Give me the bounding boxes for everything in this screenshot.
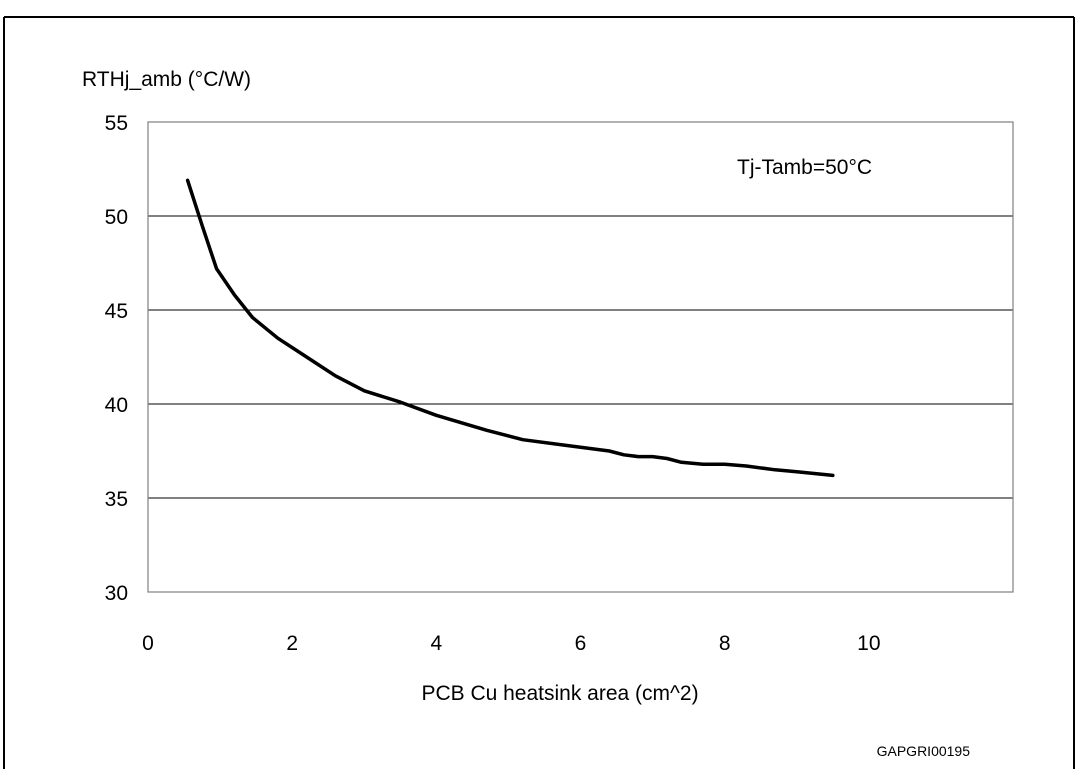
y-tick-label-40: 40 — [105, 394, 128, 417]
chart-annotation: Tj-Tamb=50°C — [737, 156, 872, 179]
x-tick-label-8: 8 — [719, 632, 731, 655]
x-tick-label-6: 6 — [575, 632, 587, 655]
x-tick-label-10: 10 — [857, 632, 880, 655]
y-tick-label-45: 45 — [105, 300, 128, 323]
y-tick-label-50: 50 — [105, 206, 128, 229]
y-axis-label: RTHj_amb (°C/W) — [82, 68, 251, 91]
plot-area: 30 35 40 45 50 55 0 2 4 6 8 10 — [105, 112, 1014, 655]
x-tick-label-2: 2 — [286, 632, 298, 655]
y-tick-label-30: 30 — [105, 582, 128, 605]
y-tick-label-35: 35 — [105, 488, 128, 511]
x-axis-label: PCB Cu heatsink area (cm^2) — [421, 682, 698, 705]
x-tick-label-4: 4 — [430, 632, 442, 655]
plot-frame — [147, 121, 1014, 593]
figure-code: GAPGRI00195 — [877, 743, 971, 759]
series-line-0 — [185, 178, 835, 478]
x-tick-label-0: 0 — [142, 632, 154, 655]
y-tick-label-55: 55 — [105, 112, 128, 135]
